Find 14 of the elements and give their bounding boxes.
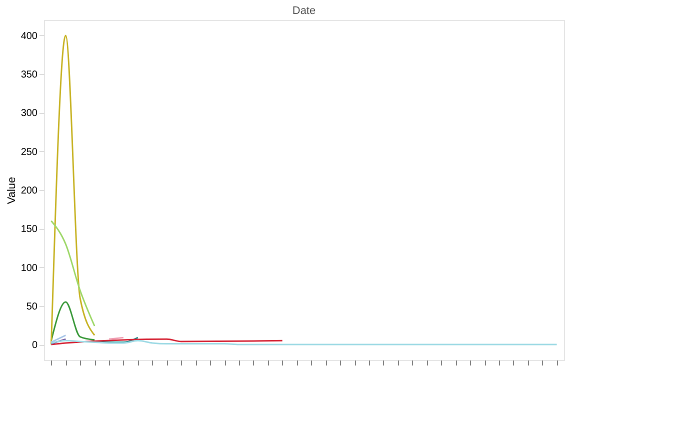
y-axis-title: Value <box>6 176 18 204</box>
y-tick-label: 350 <box>20 70 38 81</box>
y-tick-label: 150 <box>20 224 38 236</box>
line-series <box>50 34 96 346</box>
y-tick-label: 0 <box>32 340 38 352</box>
y-tick-label: 300 <box>20 108 38 120</box>
y-tick-label: 250 <box>20 146 38 158</box>
y-tick-label: 100 <box>20 262 38 274</box>
y-tick-label: 400 <box>20 30 38 42</box>
y-tick-label: 50 <box>26 301 38 312</box>
line-series <box>50 301 96 342</box>
line-series <box>50 220 96 327</box>
y-tick-label: 200 <box>20 186 38 196</box>
chart-title: Date <box>292 5 316 17</box>
